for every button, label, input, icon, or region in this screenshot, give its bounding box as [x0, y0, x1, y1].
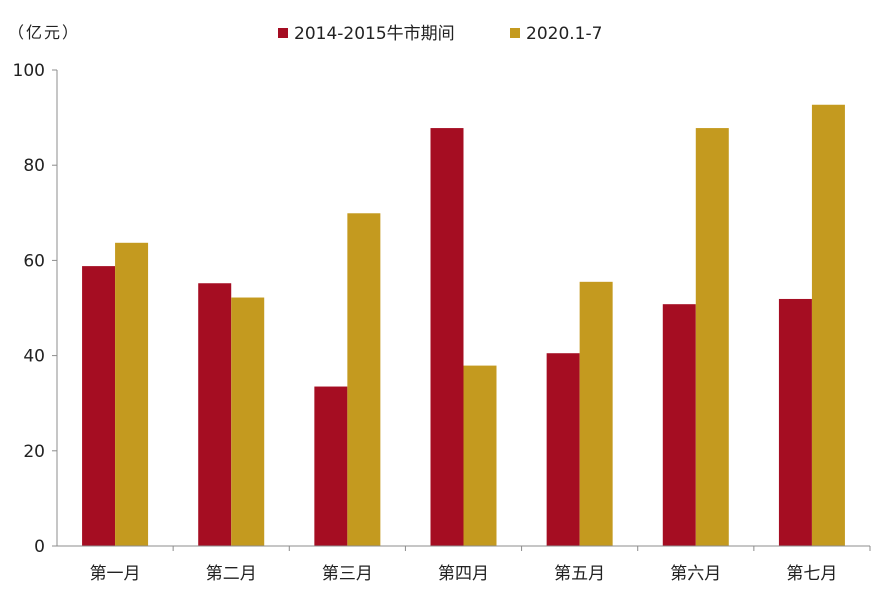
x-category-label: 第二月 — [206, 564, 257, 584]
y-tick-label: 20 — [23, 442, 45, 462]
legend-swatch-2020 — [510, 28, 520, 38]
bar-series0-第二月 — [198, 283, 232, 546]
bar-series1-第三月 — [347, 213, 381, 546]
bar-series0-第五月 — [546, 353, 580, 546]
bar-series0-第六月 — [662, 304, 696, 546]
bar-series1-第七月 — [811, 104, 845, 547]
y-tick-label: 80 — [23, 156, 45, 176]
x-category-label: 第三月 — [322, 564, 373, 584]
legend-label-2014-2015: 2014-2015牛市期间 — [294, 24, 455, 44]
x-category-label: 第六月 — [670, 564, 721, 584]
bar-series1-第五月 — [579, 281, 613, 546]
legend: 2014-2015牛市期间 2020.1-7 — [278, 24, 602, 44]
x-category-label: 第五月 — [554, 564, 605, 584]
bars-group — [82, 104, 845, 547]
legend-label-2020: 2020.1-7 — [526, 24, 602, 44]
y-tick-label: 60 — [23, 251, 45, 271]
legend-swatch-2014-2015 — [278, 28, 288, 38]
y-tick-label: 0 — [34, 537, 45, 557]
bar-series1-第四月 — [463, 365, 497, 546]
x-category-label: 第四月 — [438, 564, 489, 584]
y-tick-label: 40 — [23, 347, 45, 367]
bar-series0-第七月 — [778, 298, 812, 546]
y-tick-label: 100 — [13, 61, 45, 81]
bar-series1-第二月 — [231, 297, 265, 546]
bar-series1-第一月 — [115, 242, 149, 546]
x-axis: 第一月 第二月 第三月 第四月 第五月 第六月 第七月 — [57, 545, 871, 584]
bar-series0-第一月 — [82, 266, 116, 546]
bar-series1-第六月 — [695, 128, 729, 546]
bar-series0-第四月 — [430, 128, 464, 546]
unit-label: （亿元） — [8, 23, 80, 42]
bar-series0-第三月 — [314, 386, 348, 546]
x-category-label: 第七月 — [786, 564, 837, 584]
x-category-label: 第一月 — [90, 564, 141, 584]
y-axis: 0 20 40 60 80 100 — [13, 61, 58, 557]
